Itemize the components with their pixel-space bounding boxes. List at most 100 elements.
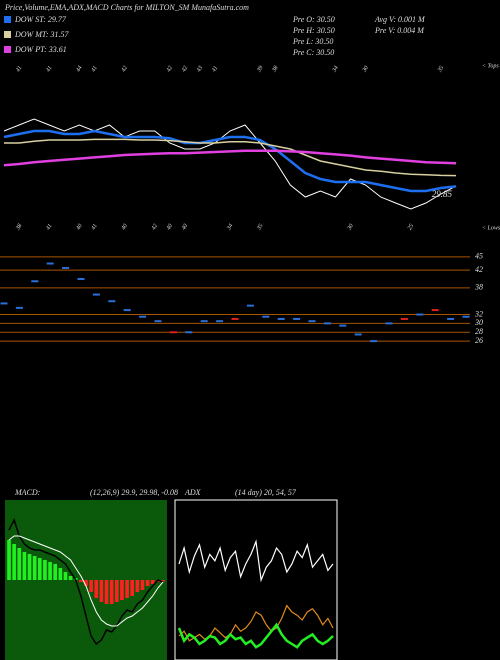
price-dash <box>123 309 131 312</box>
histogram-bar <box>135 580 140 592</box>
stat: Pre C: 30.50 <box>292 48 334 57</box>
histogram-bar <box>7 540 11 580</box>
price-dash <box>293 317 301 320</box>
histogram-bar <box>79 580 83 582</box>
price-dash <box>139 315 147 318</box>
legend-label: DOW ST: 29.77 <box>14 15 67 24</box>
lows-label: < Lows <box>482 225 500 231</box>
price-dash <box>462 315 470 318</box>
series-line <box>8 518 164 646</box>
stat: Pre H: 30.50 <box>292 26 335 35</box>
legend-label: DOW MT: 31.57 <box>14 30 70 39</box>
price-dash <box>154 320 162 323</box>
stat: Pre O: 30.50 <box>292 15 335 24</box>
y-tick-label: 26 <box>475 336 483 345</box>
price-dash <box>185 331 193 334</box>
top-label: 42 <box>120 65 129 74</box>
price-dash <box>246 304 254 307</box>
price-dash <box>169 331 177 334</box>
price-dash <box>400 317 408 320</box>
low-label: 25 <box>407 223 415 231</box>
stat: Avg V: 0.001 M <box>374 15 426 24</box>
histogram-bar <box>145 580 150 586</box>
histogram-bar <box>12 544 16 580</box>
price-dash <box>200 320 208 323</box>
price-dash <box>447 317 455 320</box>
last-value-label: 29.85 <box>432 189 453 199</box>
price-dash <box>216 320 224 323</box>
y-tick-label: 45 <box>475 252 483 261</box>
legend-label: DOW PT: 33.61 <box>14 45 67 54</box>
histogram-bar <box>120 580 124 600</box>
price-dash <box>77 278 85 281</box>
top-label: 39 <box>256 65 265 74</box>
panel-subtitle: (14 day) 20, 54, 57 <box>235 488 297 497</box>
series-line <box>177 622 334 649</box>
page-title: Price,Volume,EMA,ADX,MACD Charts for MIL… <box>4 3 249 12</box>
price-dash <box>277 317 285 320</box>
histogram-bar <box>109 580 114 604</box>
histogram-bar <box>140 580 145 590</box>
series-line <box>3 118 457 210</box>
price-dash <box>31 280 39 283</box>
histogram-bar <box>43 560 47 580</box>
price-dash <box>15 306 23 309</box>
panel-title: MACD: <box>14 488 41 497</box>
price-dash <box>262 315 270 318</box>
low-label: 40 <box>165 223 174 232</box>
y-tick-label: 28 <box>475 327 483 336</box>
series-line <box>3 129 457 193</box>
panel-title: ADX <box>184 488 202 497</box>
histogram-bar <box>114 580 119 602</box>
y-tick-label: 30 <box>474 318 483 327</box>
histogram-bar <box>32 556 37 580</box>
price-dash <box>339 324 347 327</box>
stat: Pre V: 0.004 M <box>374 26 425 35</box>
price-dash <box>370 340 378 343</box>
price-dash <box>92 293 100 296</box>
top-label: 35 <box>437 65 446 74</box>
top-label: 34 <box>330 65 340 75</box>
histogram-bar <box>89 580 93 592</box>
panel-subtitle: (12,26,9) 29.9, 29.98, -0.08 <box>90 488 178 497</box>
series-line <box>8 535 164 627</box>
histogram-bar <box>63 572 68 580</box>
top-label: 38 <box>271 65 280 74</box>
stat: Pre L: 30.50 <box>292 37 333 46</box>
tops-label: < Tops <box>482 63 499 69</box>
top-label: 42 <box>180 65 189 74</box>
top-label: 41 <box>45 65 54 74</box>
low-label: 41 <box>90 223 99 232</box>
price-dash <box>0 302 8 305</box>
top-label: 30 <box>361 65 370 74</box>
histogram-bar <box>99 580 104 602</box>
histogram-bar <box>27 554 32 580</box>
y-tick-label: 42 <box>475 265 483 274</box>
histogram-bar <box>58 568 63 580</box>
top-label: 44 <box>75 65 84 74</box>
price-dash <box>62 266 70 269</box>
histogram-bar <box>94 580 99 598</box>
legend-swatch <box>4 16 11 23</box>
histogram-bar <box>68 576 73 580</box>
low-label: 40 <box>75 223 84 232</box>
histogram-bar <box>125 580 129 598</box>
panel-border <box>174 499 338 660</box>
histogram-bar <box>17 548 22 580</box>
low-label: 35 <box>256 223 265 232</box>
price-dash <box>416 313 424 316</box>
histogram-bar <box>37 558 42 580</box>
top-label: 41 <box>210 65 219 74</box>
histogram-bar <box>53 564 58 580</box>
low-label: 30 <box>346 223 355 232</box>
y-tick-label: 32 <box>474 309 483 318</box>
top-label: 43 <box>195 65 204 74</box>
low-label: 41 <box>45 223 54 232</box>
histogram-bar <box>130 580 135 596</box>
legend-swatch <box>4 31 11 38</box>
low-label: 38 <box>15 223 24 232</box>
low-label: 42 <box>150 223 159 232</box>
histogram-bar <box>150 580 155 584</box>
